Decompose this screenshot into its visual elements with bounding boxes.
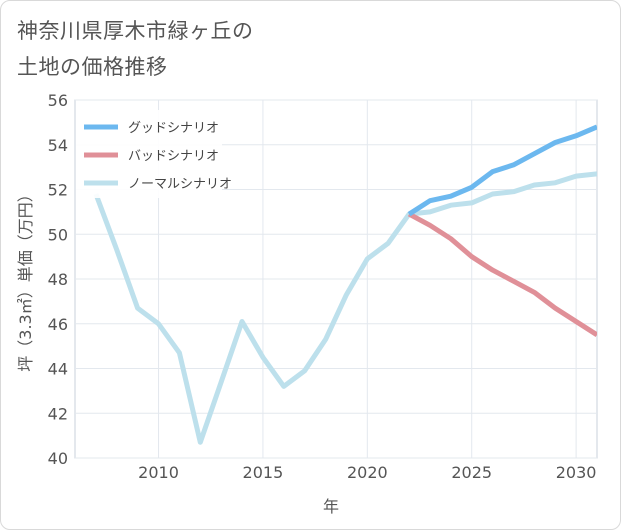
chart-title: 神奈川県厚木市緑ヶ丘の 土地の価格推移 xyxy=(17,13,254,85)
series-layer xyxy=(93,124,597,445)
x-tick-label: 2020 xyxy=(347,463,388,482)
series-line-0 xyxy=(407,124,597,217)
x-tick-label: 2010 xyxy=(138,463,179,482)
x-tick-label: 2015 xyxy=(243,463,284,482)
x-axis-title: 年 xyxy=(323,497,339,516)
title-line-1: 神奈川県厚木市緑ヶ丘の xyxy=(17,19,254,43)
y-tick-label: 52 xyxy=(48,181,68,200)
legend-label: ノーマルシナリオ xyxy=(128,177,232,192)
series-line-2 xyxy=(93,171,597,445)
y-tick-label: 48 xyxy=(48,270,68,289)
y-tick-label: 40 xyxy=(48,449,68,468)
y-tick-label: 46 xyxy=(48,315,68,334)
x-tick-labels: 2010 2015 2020 2025 2030 xyxy=(138,463,596,482)
y-tick-label: 50 xyxy=(48,225,68,244)
y-tick-label: 44 xyxy=(48,360,68,379)
y-tick-label: 54 xyxy=(48,136,68,155)
x-tick-label: 2030 xyxy=(556,463,597,482)
y-axis-title: 坪（3.3㎡）単価（万円） xyxy=(16,186,35,371)
y-tick-label: 56 xyxy=(48,91,68,110)
x-tick-label: 2025 xyxy=(451,463,492,482)
legend-label: バッドシナリオ xyxy=(128,149,219,164)
legend-label: グッドシナリオ xyxy=(128,121,219,136)
y-tick-labels: 40 42 44 46 48 50 52 54 56 xyxy=(48,91,68,468)
y-tick-label: 42 xyxy=(48,404,68,423)
title-line-2: 土地の価格推移 xyxy=(17,55,168,79)
series-line-1 xyxy=(407,211,597,338)
